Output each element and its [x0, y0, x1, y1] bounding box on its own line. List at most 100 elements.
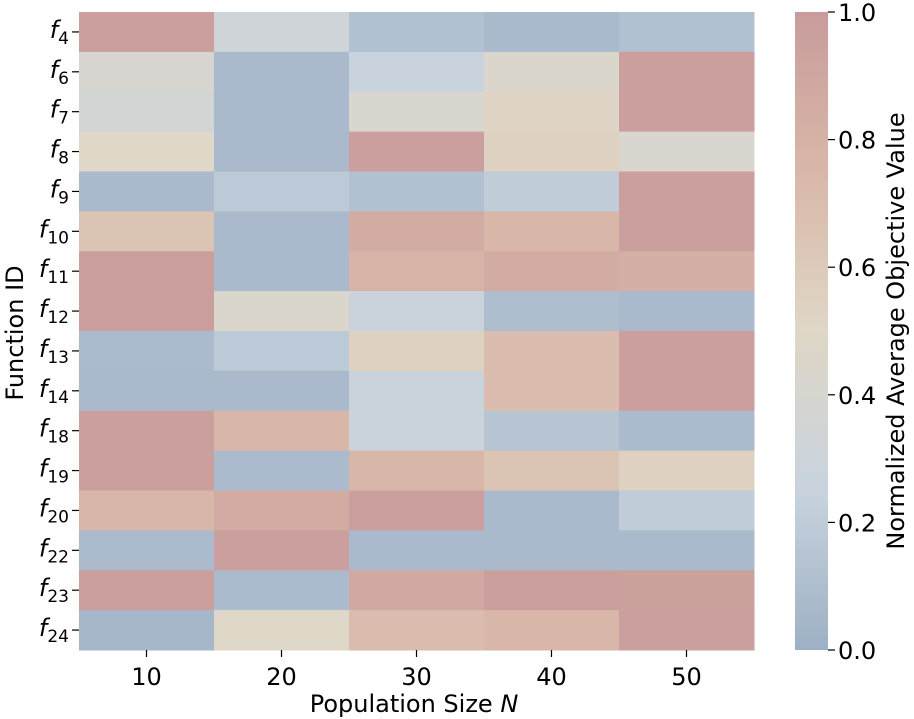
heatmap-cell: [214, 131, 350, 172]
y-tick-label: f20: [39, 494, 69, 527]
y-tick-label: f14: [39, 375, 69, 408]
heatmap-cell: [79, 570, 215, 611]
heatmap-cell: [79, 490, 215, 531]
heatmap-cell: [79, 610, 215, 651]
heatmap-cell: [484, 370, 620, 412]
heatmap-cell: [349, 410, 485, 452]
colorbar-label: Normalized Average Objective Value: [882, 112, 910, 549]
heatmap-cell: [214, 171, 350, 212]
heatmap-cell: [214, 331, 350, 372]
heatmap-cell: [349, 251, 485, 292]
heatmap-cell: [484, 331, 620, 372]
heatmap-cell: [349, 51, 485, 93]
heatmap-cell: [484, 91, 620, 133]
heatmap-cell: [619, 51, 755, 93]
heatmap-cell: [79, 450, 215, 491]
heatmap-cell: [484, 530, 620, 571]
heatmap-cell: [484, 291, 620, 332]
y-tick-label: f11: [39, 255, 69, 288]
heatmap-cell: [484, 211, 620, 252]
heatmap-cell: [484, 131, 620, 172]
y-tick-label: f18: [39, 415, 69, 448]
heatmap-cell: [619, 370, 755, 412]
heatmap-cell: [349, 171, 485, 212]
heatmap-cell: [619, 331, 755, 372]
y-tick-label: f23: [39, 574, 69, 607]
heatmap-cell: [349, 610, 485, 651]
y-tick-label: f22: [39, 534, 69, 567]
colorbar-tick-label: 0.2: [838, 509, 876, 537]
heatmap-cell: [349, 91, 485, 133]
heatmap-cell: [214, 490, 350, 531]
x-tick-label: 10: [131, 663, 162, 691]
heatmap-cell: [619, 570, 755, 611]
heatmap-cell: [619, 410, 755, 452]
heatmap-cell: [79, 12, 215, 53]
heatmap-cell: [619, 291, 755, 332]
colorbar-tick-label: 0.0: [838, 637, 876, 665]
heatmap-cells: [79, 12, 755, 651]
heatmap-cell: [79, 211, 215, 252]
heatmap-cell: [619, 131, 755, 172]
heatmap-cell: [214, 12, 350, 53]
y-tick-label: f9: [50, 175, 69, 208]
x-tick-label: 30: [401, 663, 432, 691]
heatmap-cell: [619, 91, 755, 133]
y-tick-label: f13: [39, 335, 69, 368]
y-tick-label: f10: [39, 215, 69, 248]
heatmap-cell: [79, 331, 215, 372]
colorbar-tick-label: 0.4: [838, 382, 876, 410]
y-tick-label: f6: [50, 56, 69, 89]
heatmap-cell: [349, 331, 485, 372]
heatmap-cell: [619, 490, 755, 531]
heatmap-cell: [619, 450, 755, 491]
colorbar: 0.0 0.2 0.4 0.6 0.8 1.0: [795, 0, 876, 665]
heatmap-cell: [619, 610, 755, 651]
heatmap-cell: [79, 51, 215, 93]
heatmap-cell: [619, 211, 755, 252]
heatmap-cell: [79, 91, 215, 133]
colorbar-tick-label: 0.6: [838, 254, 876, 282]
heatmap-cell: [79, 410, 215, 452]
heatmap-cell: [214, 610, 350, 651]
heatmap-cell: [214, 91, 350, 133]
y-tick-label: f19: [39, 455, 69, 488]
heatmap-cell: [214, 410, 350, 452]
heatmap-cell: [79, 370, 215, 412]
heatmap-cell: [214, 370, 350, 412]
colorbar-tick-label: 1.0: [838, 0, 876, 27]
heatmap-cell: [484, 490, 620, 531]
y-tick-label: f7: [50, 96, 69, 129]
heatmap-cell: [619, 12, 755, 53]
heatmap-cell: [214, 570, 350, 611]
x-axis-label: Population Size N: [310, 690, 519, 718]
heatmap-cell: [214, 251, 350, 292]
heatmap-cell: [484, 610, 620, 651]
y-tick-label: f12: [39, 295, 69, 328]
y-axis-label: Function ID: [1, 265, 29, 400]
heatmap-cell: [349, 450, 485, 491]
heatmap-cell: [214, 450, 350, 491]
heatmap-cell: [349, 490, 485, 531]
heatmap-cell: [484, 12, 620, 53]
heatmap-cell: [484, 410, 620, 452]
heatmap-cell: [349, 570, 485, 611]
heatmap-cell: [619, 251, 755, 292]
heatmap-cell: [349, 211, 485, 252]
heatmap-cell: [484, 570, 620, 611]
heatmap-cell: [214, 51, 350, 93]
x-tick-label: 50: [671, 663, 702, 691]
heatmap-cell: [484, 450, 620, 491]
heatmap-cell: [619, 530, 755, 571]
heatmap-cell: [349, 370, 485, 412]
heatmap-cell: [79, 171, 215, 212]
y-tick-label: f4: [50, 16, 69, 49]
heatmap-cell: [349, 530, 485, 571]
y-tick-label: f24: [39, 614, 69, 647]
x-tick-label: 40: [536, 663, 567, 691]
heatmap-cell: [79, 131, 215, 172]
heatmap-cell: [619, 171, 755, 212]
heatmap-cell: [79, 530, 215, 571]
heatmap-cell: [349, 12, 485, 53]
